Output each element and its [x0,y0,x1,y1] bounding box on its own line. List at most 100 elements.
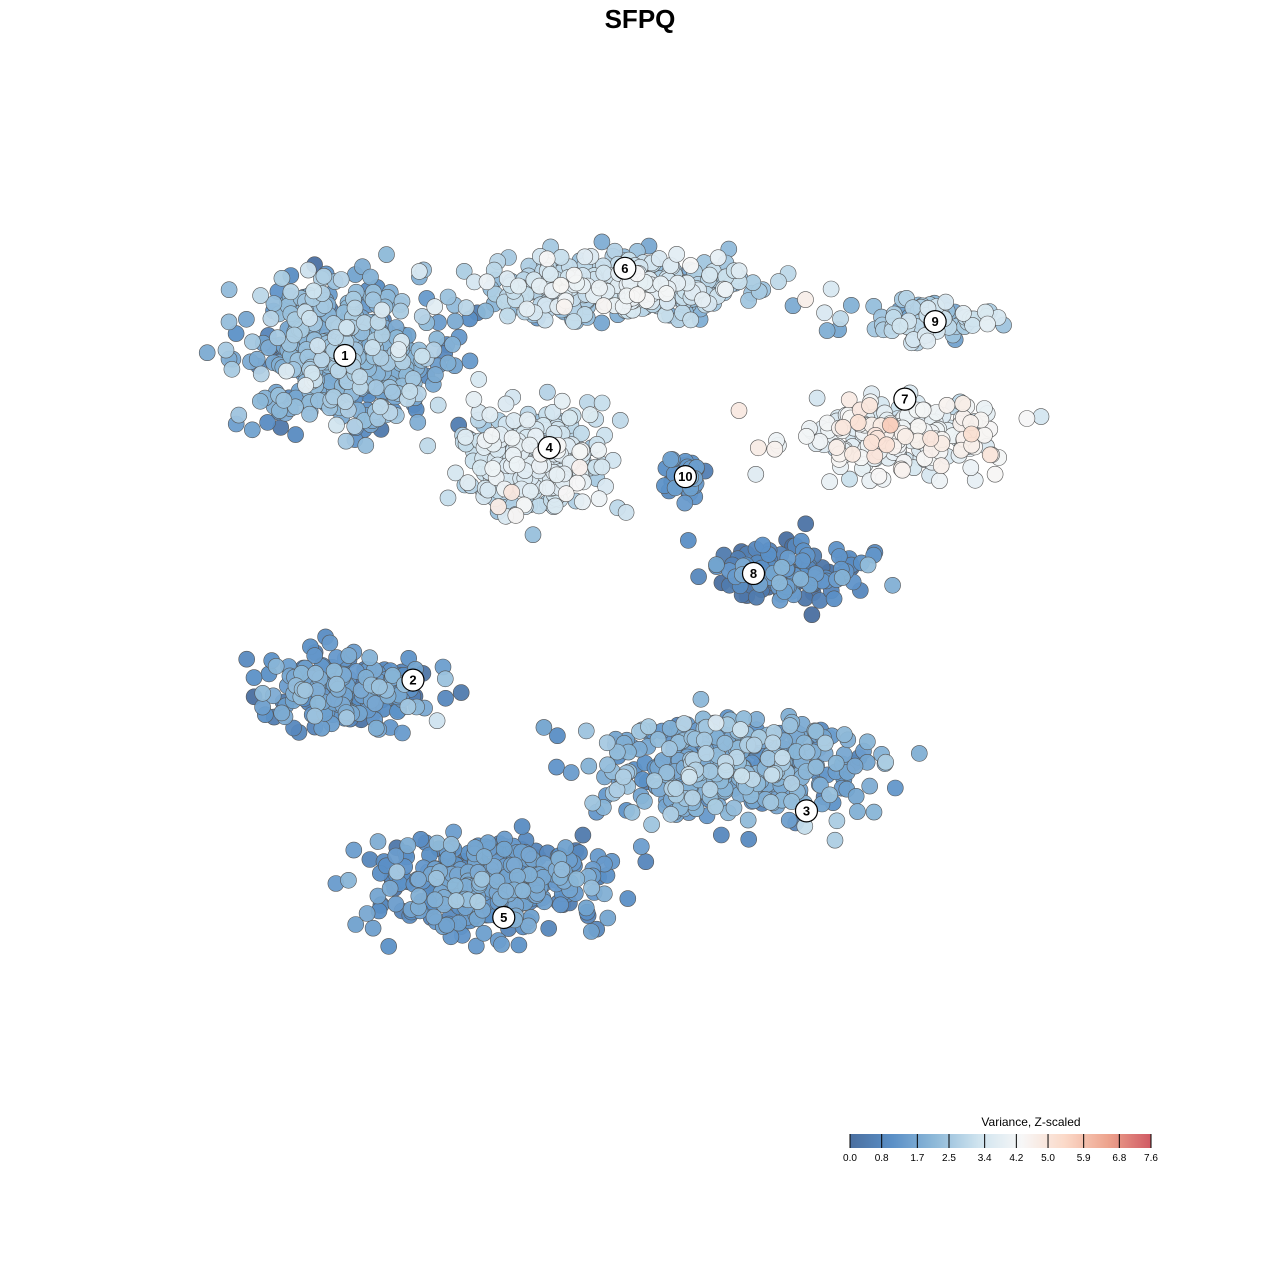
data-point [557,485,575,503]
data-point [646,772,663,790]
data-point [662,805,680,823]
data-point [931,472,948,490]
data-point [399,698,417,716]
data-point [552,248,570,266]
legend-tick-label: 0.0 [843,1153,857,1164]
data-point [238,650,255,668]
data-point [370,678,388,696]
data-point [296,681,314,699]
data-point [540,920,558,937]
data-point [469,893,487,910]
data-point [766,440,784,458]
legend-ticks: 0.0 0.8 1.7 2.5 3.4 4.2 5.0 5.9 6.8 7.6 [843,1134,1158,1164]
cluster-label-7: 7 [893,387,917,411]
data-point [552,276,570,294]
data-point [428,870,445,887]
cluster-label-badge [673,465,698,489]
cluster-label-text: 8 [750,566,757,581]
legend-tick-label: 7.6 [1144,1153,1158,1164]
data-point [380,938,398,955]
data-point [676,494,694,512]
data-point [399,837,417,854]
data-point [520,917,537,935]
data-point [717,281,734,298]
data-point [267,657,285,675]
data-point [198,344,216,362]
data-point [446,877,464,895]
data-point [919,332,937,350]
data-point [694,291,711,309]
data-point [1032,408,1050,425]
data-point [849,414,867,431]
data-point [754,536,772,554]
cluster-label-8: 8 [741,561,766,586]
data-point [732,721,749,738]
legend-tick-label: 5.9 [1077,1153,1091,1164]
data-point [780,811,798,829]
data-point [510,277,527,295]
data-point [220,313,238,331]
cluster-labels-layer: 1 6 4 10 9 7 8 2 3 5 [333,256,947,930]
data-point [503,429,521,447]
data-point [574,493,591,511]
data-point [590,490,608,508]
data-point [821,473,838,491]
data-point [321,634,339,652]
data-point [747,465,765,483]
data-point [859,733,876,751]
data-point [773,559,791,576]
data-point [954,395,972,412]
data-point [770,273,787,290]
data-point [364,339,381,357]
data-point [658,764,676,781]
data-point [745,736,763,754]
data-point [223,360,241,378]
cluster-label-text: 1 [341,348,348,363]
data-point [546,497,564,515]
data-point [986,465,1004,483]
data-point [792,570,810,588]
data-point [457,299,475,317]
data-point [783,775,801,792]
data-point [577,899,595,917]
data-point [576,248,594,266]
data-point [544,403,562,421]
data-point [457,428,474,446]
data-point [580,757,598,775]
data-point [425,908,443,926]
data-point [378,246,395,263]
data-point [452,684,470,701]
data-point [1018,410,1036,427]
legend-tick-label: 0.8 [875,1153,889,1164]
data-point [254,684,272,702]
data-point [503,483,521,501]
data-point [733,767,751,785]
data-point [510,936,528,954]
data-point [725,799,743,817]
chart-title: SFPQ [605,4,676,34]
data-point [568,870,586,888]
legend-tick-label: 1.7 [910,1153,924,1164]
data-point [419,437,437,455]
cluster-label-badge [537,435,561,460]
data-point [922,430,940,447]
data-point [891,317,909,335]
data-point [833,569,851,586]
data-point [599,756,616,774]
data-point [465,391,483,408]
data-point [361,851,379,868]
data-point [628,286,646,304]
data-point [808,389,826,407]
data-point [617,504,635,521]
cluster-label-text: 4 [546,440,554,455]
data-point [390,341,407,358]
data-point [477,302,494,320]
data-point [573,425,590,442]
cluster-label-9: 9 [923,310,947,334]
data-point [410,871,427,888]
data-point [847,787,865,805]
data-point [336,393,354,410]
data-point [561,409,578,427]
data-point [446,312,464,330]
data-point [962,459,980,477]
